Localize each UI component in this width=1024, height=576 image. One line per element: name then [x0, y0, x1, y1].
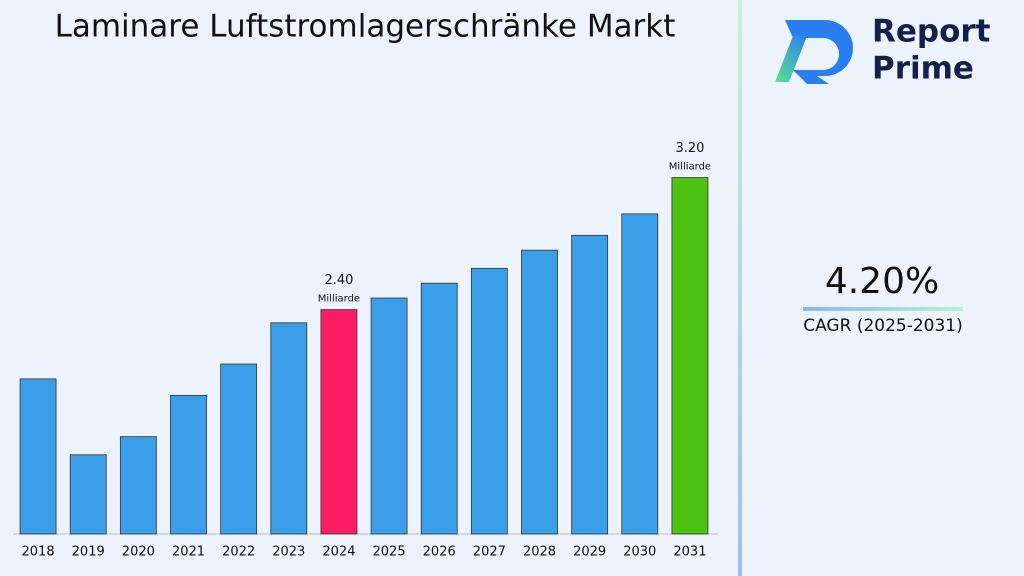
x-tick-label: 2027	[473, 545, 506, 560]
bar	[470, 267, 508, 535]
x-tick-label: 2023	[272, 545, 305, 560]
bar	[119, 436, 157, 535]
bar	[521, 249, 558, 535]
bar	[69, 454, 107, 535]
x-tick-label: 2025	[373, 545, 406, 560]
chart-title: Laminare Luftstromlagerschränke Markt	[55, 9, 676, 45]
x-tick-label: 2019	[72, 545, 105, 560]
bar	[220, 363, 258, 535]
bar	[270, 322, 308, 535]
logo-text: Report	[872, 14, 991, 50]
x-tick-label: 2028	[523, 545, 556, 560]
x-tick-label: 2030	[623, 545, 656, 560]
bar	[320, 309, 358, 535]
value-unit: Milliarde	[318, 294, 360, 305]
x-tick-label: 2020	[122, 545, 155, 560]
bar	[170, 394, 207, 535]
divider	[738, 0, 742, 576]
bar	[621, 213, 659, 535]
value-label: 3.20	[675, 141, 704, 156]
x-tick-label: 2031	[673, 545, 706, 560]
bar	[571, 234, 609, 535]
bar	[370, 297, 408, 535]
x-tick-label: 2026	[423, 545, 456, 560]
x-tick-label: 2022	[222, 545, 255, 560]
logo-text: Prime	[872, 51, 974, 87]
x-tick-label: 2021	[172, 545, 205, 560]
cagr-underline	[803, 307, 963, 311]
value-label: 2.40	[324, 273, 353, 288]
x-tick-label: 2029	[573, 545, 606, 560]
cagr-value: 4.20%	[825, 261, 939, 302]
value-unit: Milliarde	[669, 162, 711, 173]
bar	[671, 177, 709, 535]
bar	[420, 282, 458, 535]
cagr-label: CAGR (2025-2031)	[803, 316, 963, 336]
bar	[19, 378, 57, 535]
x-tick-label: 2018	[22, 545, 55, 560]
logo-icon	[775, 20, 853, 84]
x-tick-label: 2024	[322, 545, 355, 560]
